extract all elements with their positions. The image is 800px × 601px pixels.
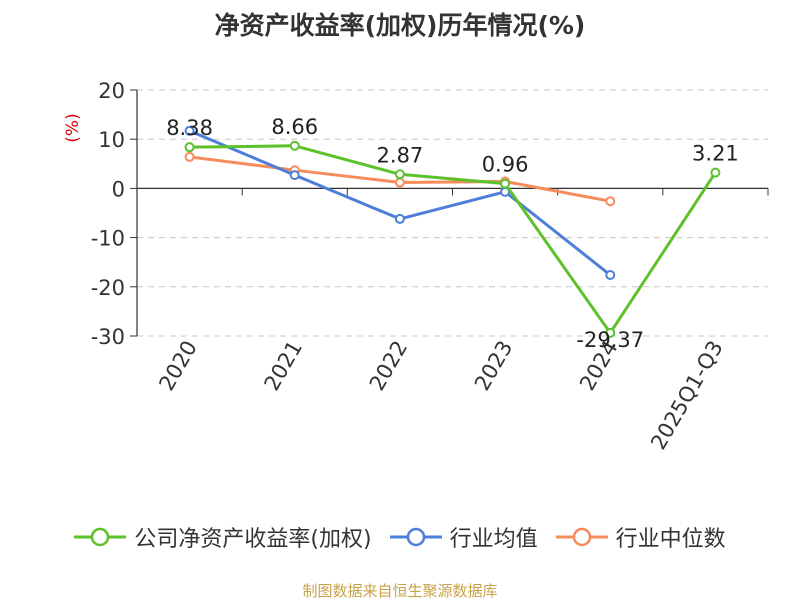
legend-item-2[interactable]: 行业中位数 [555, 521, 726, 553]
x-tick-label-0: 2020 [154, 337, 202, 395]
y-tick-label-3: -10 [91, 227, 125, 251]
legend-swatch-1 [389, 527, 442, 547]
legend-item-0[interactable]: 公司净资产收益率(加权) [74, 521, 372, 553]
data-label-2: 2.87 [377, 143, 424, 167]
source-note: 制图数据来自恒生聚源数据库 [302, 582, 498, 600]
x-tick-label-1: 2021 [260, 337, 308, 395]
series-layer [184, 125, 721, 338]
grid-layer [137, 89, 768, 337]
series-0-point-4 [605, 327, 616, 338]
series-0-point-0 [184, 142, 195, 153]
series-2-point-0 [184, 151, 195, 162]
legend-swatch-0 [74, 527, 127, 547]
x-tick-label-5: 2025Q1-Q3 [646, 337, 728, 454]
data-label-5: 3.21 [692, 142, 739, 166]
series-2-point-4 [605, 196, 616, 207]
y-axis-label: (%) [63, 113, 83, 142]
data-label-4: -29.37 [576, 328, 644, 352]
x-tick-label-3: 2023 [470, 337, 518, 395]
y-tick-label-1: 10 [98, 128, 125, 152]
series-1-point-2 [394, 213, 405, 224]
legend-label-1: 行业均值 [449, 527, 538, 552]
series-2-point-2 [394, 177, 405, 188]
series-1-point-1 [289, 170, 300, 181]
legend-item-1[interactable]: 行业均值 [389, 521, 538, 553]
legend: 公司净资产收益率(加权) 行业均值 行业中位数 [0, 519, 800, 555]
series-1-point-0 [184, 125, 195, 136]
series-0-point-3 [500, 178, 511, 189]
data-label-1: 8.66 [271, 115, 318, 139]
y-tick-label-2: 0 [112, 177, 125, 201]
legend-swatch-2 [555, 527, 608, 547]
series-0-point-1 [289, 140, 300, 151]
series-line-0 [189, 144, 717, 335]
x-tick-label-2: 2022 [365, 337, 413, 395]
series-0-point-2 [394, 169, 405, 180]
data-label-3: 0.96 [482, 153, 529, 177]
series-1-point-4 [605, 269, 616, 280]
legend-label-2: 行业中位数 [615, 527, 726, 552]
chart-title: 净资产收益率(加权)历年情况(%) [214, 11, 586, 40]
data-label-0: 8.38 [166, 116, 213, 140]
series-0-point-5 [710, 167, 721, 178]
label-layer: 8.38 8.66 2.87 0.96 -29.37 3.21 [166, 115, 739, 352]
y-tick-label-5: -30 [91, 325, 125, 349]
y-tick-label-4: -20 [91, 276, 125, 300]
y-tick-label-0: 20 [98, 79, 125, 103]
legend-label-0: 公司净资产收益率(加权) [134, 527, 372, 552]
